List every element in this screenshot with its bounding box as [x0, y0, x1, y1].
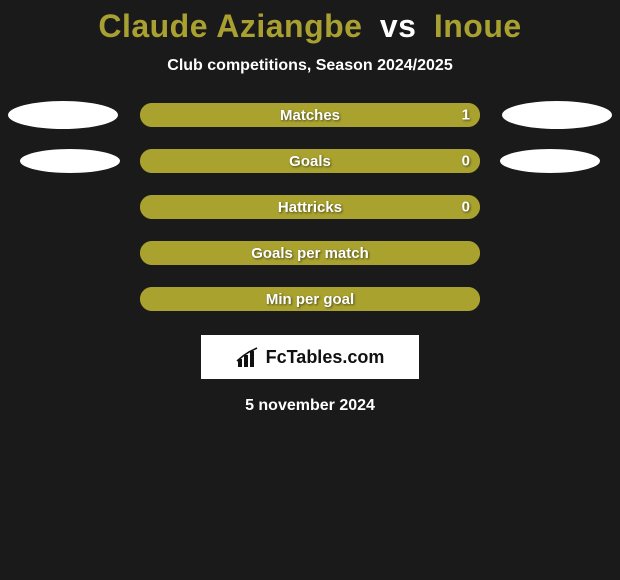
stat-label: Goals per match [251, 245, 369, 262]
stat-row: Matches 1 [0, 103, 620, 127]
stat-bar: Hattricks 0 [140, 195, 480, 219]
stat-bar: Goals 0 [140, 149, 480, 173]
stat-bar: Goals per match [140, 241, 480, 265]
stat-rows: Matches 1 Goals 0 Hattricks 0 Goals per match M… [0, 103, 620, 311]
stat-row: Goals per match [0, 241, 620, 265]
side-marker-left [8, 101, 118, 129]
source-logo: FcTables.com [201, 335, 419, 379]
stat-value-right: 0 [462, 199, 470, 216]
stat-row: Min per goal [0, 287, 620, 311]
player1-name: Claude Aziangbe [98, 8, 362, 44]
side-marker-left [20, 149, 120, 173]
stat-row: Goals 0 [0, 149, 620, 173]
date-label: 5 november 2024 [245, 397, 375, 415]
stat-value-right: 0 [462, 153, 470, 170]
side-marker-right [502, 101, 612, 129]
stat-bar: Matches 1 [140, 103, 480, 127]
stat-row: Hattricks 0 [0, 195, 620, 219]
subtitle: Club competitions, Season 2024/2025 [167, 57, 452, 75]
side-marker-right [500, 149, 600, 173]
stat-label: Hattricks [278, 199, 342, 216]
comparison-infographic: Claude Aziangbe vs Inoue Club competitio… [0, 0, 620, 415]
stat-value-right: 1 [462, 107, 470, 124]
logo-text: FcTables.com [266, 347, 385, 368]
vs-label: vs [380, 8, 417, 44]
stat-label: Goals [289, 153, 331, 170]
player2-name: Inoue [434, 8, 522, 44]
stat-label: Min per goal [266, 291, 354, 308]
page-title: Claude Aziangbe vs Inoue [98, 8, 521, 45]
bar-chart-icon [236, 347, 260, 367]
stat-bar: Min per goal [140, 287, 480, 311]
stat-label: Matches [280, 107, 340, 124]
